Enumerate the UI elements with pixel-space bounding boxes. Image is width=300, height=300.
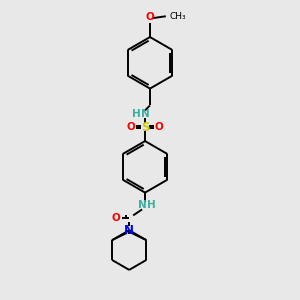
Text: N: N (124, 224, 134, 237)
Text: O: O (112, 213, 121, 224)
Text: N: N (138, 200, 146, 211)
Text: H: H (147, 200, 155, 211)
Text: N: N (141, 109, 149, 119)
Text: H: H (132, 109, 140, 119)
Text: O: O (154, 122, 163, 132)
Text: S: S (141, 121, 149, 134)
Text: O: O (146, 12, 154, 22)
Text: CH₃: CH₃ (170, 12, 186, 21)
Text: O: O (127, 122, 136, 132)
